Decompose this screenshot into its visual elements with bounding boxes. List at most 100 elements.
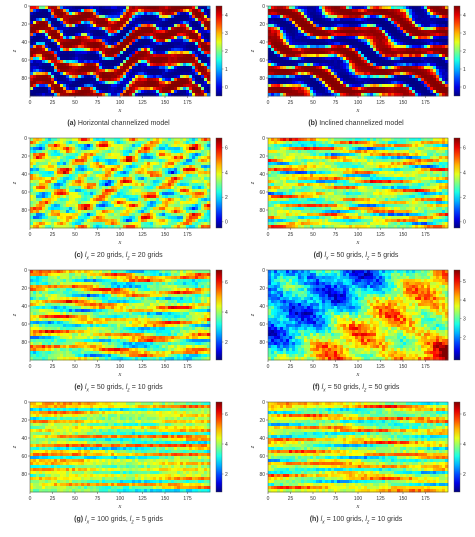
heatmap-cell xyxy=(201,156,204,159)
heatmap-cell xyxy=(159,171,162,174)
heatmap-cell xyxy=(168,6,171,9)
heatmap-cell xyxy=(177,9,180,12)
heatmap-cell xyxy=(183,36,186,39)
heatmap-cell xyxy=(48,84,51,87)
heatmap-cell xyxy=(189,189,192,192)
heatmap-cell xyxy=(72,165,75,168)
heatmap-cell xyxy=(147,174,150,177)
heatmap-cell xyxy=(87,177,90,180)
heatmap-cell xyxy=(174,54,177,57)
heatmap-cell xyxy=(427,54,430,57)
heatmap-cell xyxy=(391,45,394,48)
heatmap-cell xyxy=(186,72,189,75)
heatmap-cell xyxy=(355,54,358,57)
heatmap-cell xyxy=(319,72,322,75)
heatmap-cell xyxy=(63,12,66,15)
heatmap-cell xyxy=(183,144,186,147)
heatmap-cell xyxy=(397,78,400,81)
heatmap-cell xyxy=(349,81,352,84)
heatmap-cell xyxy=(340,27,343,30)
heatmap-cell xyxy=(292,15,295,18)
heatmap-cell xyxy=(292,66,295,69)
heatmap-cell xyxy=(120,171,123,174)
heatmap-cell xyxy=(373,57,376,60)
heatmap-cell xyxy=(355,42,358,45)
heatmap-cell xyxy=(120,141,123,144)
heatmap-cell xyxy=(204,159,207,162)
heatmap-cell xyxy=(132,171,135,174)
heatmap-cell xyxy=(295,90,298,93)
heatmap-cell xyxy=(198,138,201,141)
heatmap-cell xyxy=(298,33,301,36)
heatmap-cell xyxy=(135,81,138,84)
heatmap-cell xyxy=(144,36,147,39)
heatmap-cell xyxy=(204,18,207,21)
heatmap-cell xyxy=(39,180,42,183)
heatmap-cell xyxy=(382,12,385,15)
heatmap-cell xyxy=(57,159,60,162)
x-axis-label: x xyxy=(356,107,360,114)
heatmap-cell xyxy=(165,201,168,204)
heatmap-cell xyxy=(301,87,304,90)
heatmap-cell xyxy=(376,75,379,78)
heatmap-cell xyxy=(111,195,114,198)
heatmap-cell xyxy=(346,69,349,72)
heatmap-cell xyxy=(442,15,445,18)
heatmap-cell xyxy=(442,45,445,48)
heatmap-cell xyxy=(385,60,388,63)
heatmap-cell xyxy=(421,90,424,93)
heatmap-cell xyxy=(304,69,307,72)
heatmap-cell xyxy=(415,75,418,78)
heatmap-cell xyxy=(355,45,358,48)
heatmap-cell xyxy=(385,78,388,81)
heatmap-cell xyxy=(421,42,424,45)
heatmap-cell xyxy=(433,9,436,12)
heatmap-cell xyxy=(349,9,352,12)
heatmap-cell xyxy=(117,54,120,57)
heatmap-cell xyxy=(39,174,42,177)
heatmap-cell xyxy=(385,75,388,78)
heatmap-cell xyxy=(30,87,33,90)
heatmap-cell xyxy=(400,75,403,78)
heatmap-cell xyxy=(75,201,78,204)
heatmap-cell xyxy=(180,168,183,171)
heatmap-cell xyxy=(126,57,129,60)
heatmap-cell xyxy=(358,12,361,15)
heatmap-cell xyxy=(42,201,45,204)
heatmap-cell xyxy=(102,192,105,195)
heatmap-cell xyxy=(78,192,81,195)
heatmap-cell xyxy=(60,168,63,171)
heatmap-cell xyxy=(322,51,325,54)
heatmap-cell xyxy=(114,48,117,51)
heatmap-cell xyxy=(45,153,48,156)
heatmap-cell xyxy=(117,12,120,15)
heatmap-cell xyxy=(132,21,135,24)
heatmap-cell xyxy=(36,165,39,168)
heatmap-cell xyxy=(51,15,54,18)
heatmap-cell xyxy=(319,57,322,60)
heatmap-cell xyxy=(120,48,123,51)
heatmap-cell xyxy=(99,153,102,156)
heatmap-cell xyxy=(325,9,328,12)
heatmap-cell xyxy=(138,69,141,72)
heatmap-cell xyxy=(319,66,322,69)
heatmap-cell xyxy=(126,72,129,75)
heatmap-cell xyxy=(54,78,57,81)
heatmap-cell xyxy=(192,153,195,156)
heatmap-cell xyxy=(93,180,96,183)
heatmap-cell xyxy=(322,66,325,69)
heatmap-cell xyxy=(45,36,48,39)
heatmap-cell xyxy=(340,54,343,57)
heatmap-cell xyxy=(304,45,307,48)
heatmap-cell xyxy=(123,198,126,201)
heatmap-cell xyxy=(108,9,111,12)
heatmap-cell xyxy=(114,54,117,57)
heatmap-cell xyxy=(33,42,36,45)
heatmap-cell xyxy=(81,156,84,159)
heatmap-cell xyxy=(132,165,135,168)
heatmap-cell xyxy=(367,57,370,60)
heatmap-cell xyxy=(126,9,129,12)
heatmap-cell xyxy=(36,189,39,192)
heatmap-cell xyxy=(45,51,48,54)
heatmap-cell xyxy=(93,57,96,60)
